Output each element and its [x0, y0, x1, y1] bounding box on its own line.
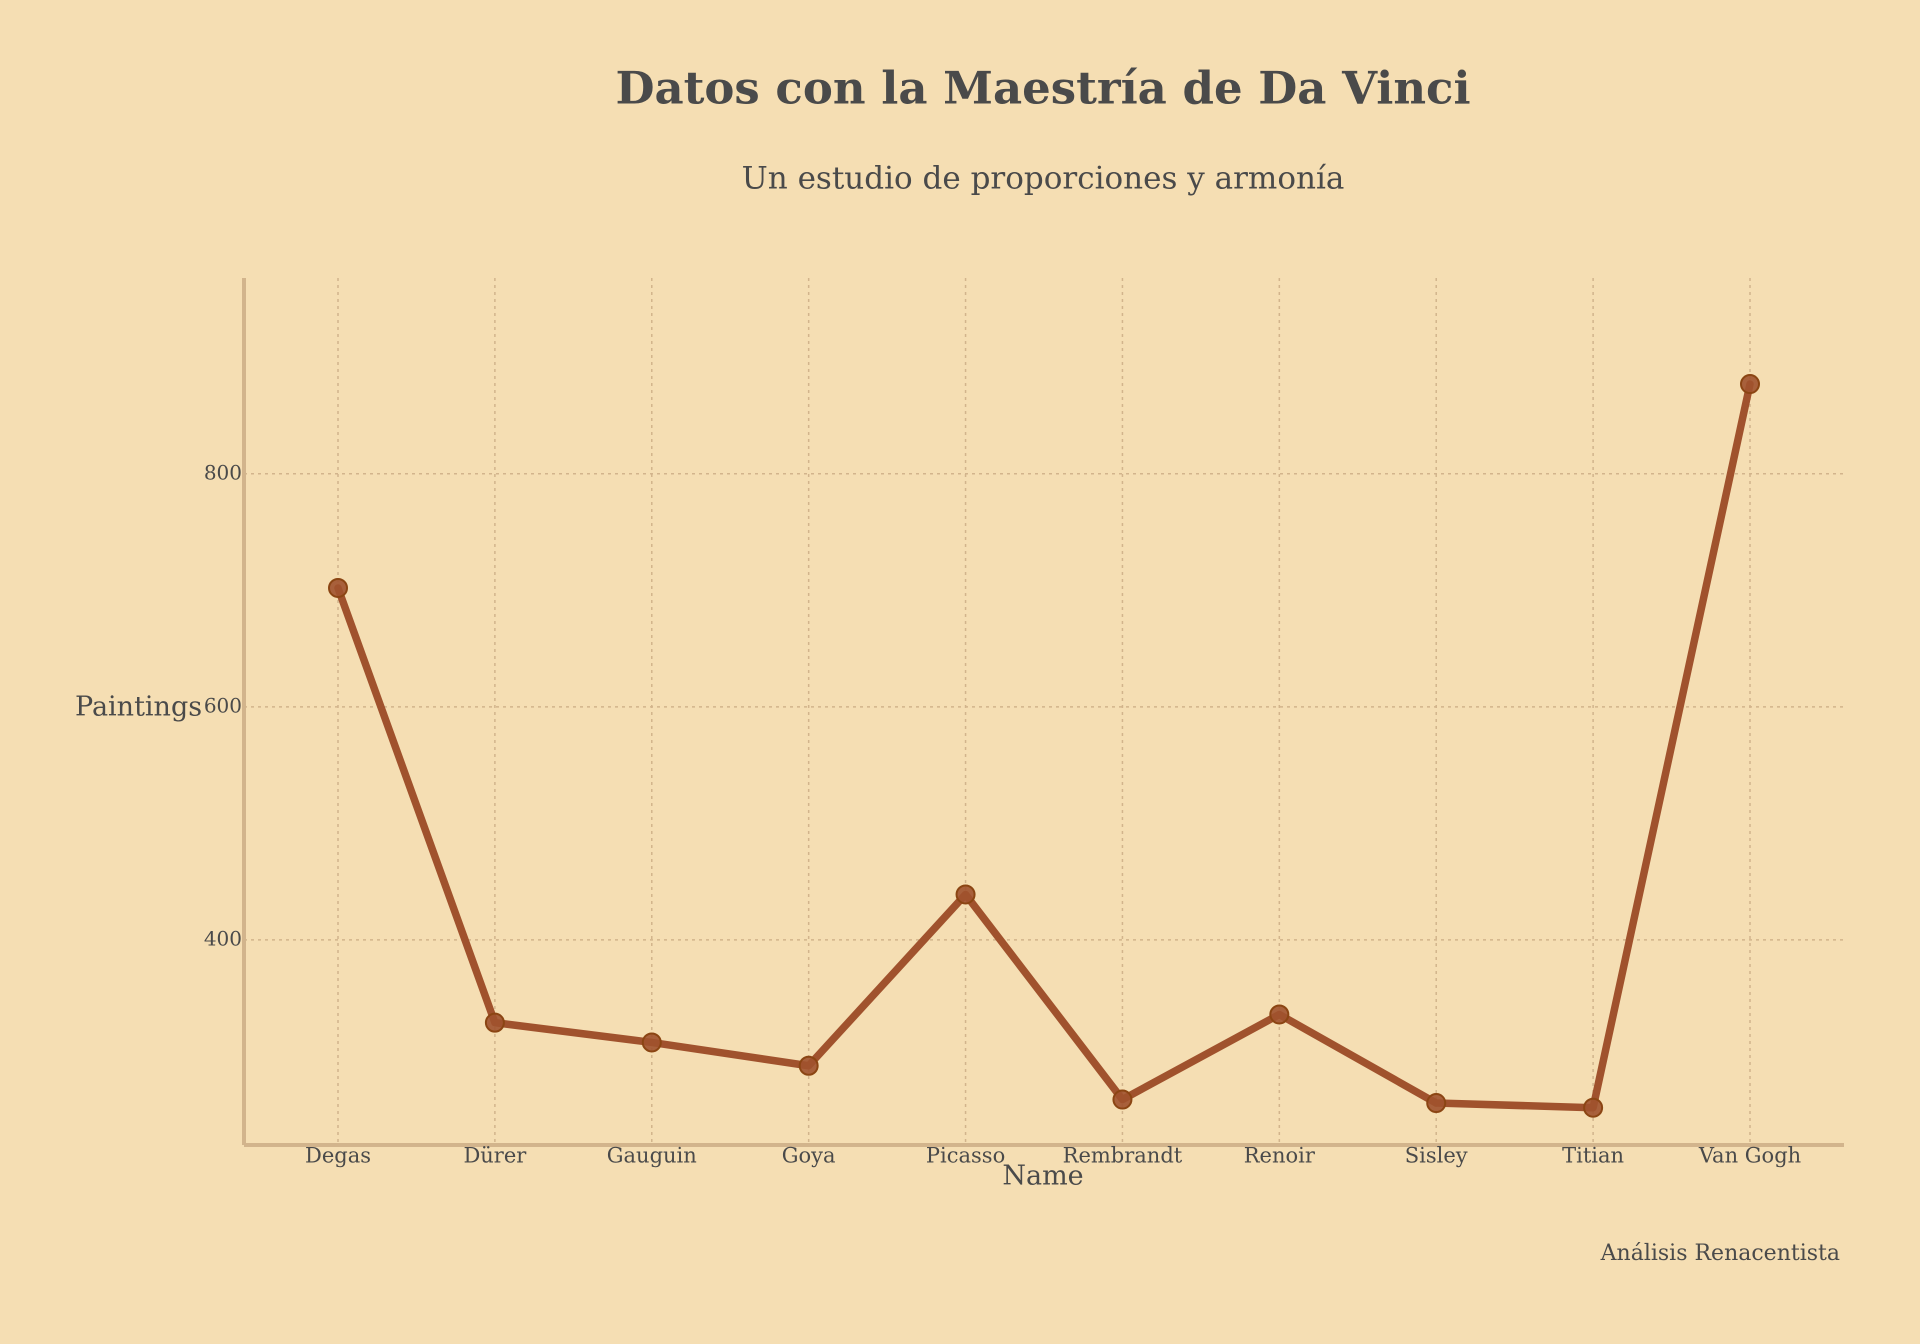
x-tick-label: Van Gogh	[1698, 1144, 1801, 1168]
marker	[1112, 1089, 1133, 1110]
marker	[798, 1055, 819, 1076]
x-axis-title: Name	[1002, 1161, 1083, 1192]
marker	[1426, 1093, 1447, 1114]
chart-title: Datos con la Maestría de Da Vinci	[615, 62, 1470, 115]
y-axis-title: Paintings	[75, 692, 202, 723]
y-tick-label: 400	[204, 926, 242, 950]
x-tick-label: Picasso	[926, 1144, 1005, 1168]
x-tick-label: Goya	[782, 1144, 836, 1168]
marker	[484, 1012, 505, 1033]
line	[334, 380, 1754, 1112]
x-tick-label: Dürer	[463, 1144, 527, 1168]
y-tick-label: 600	[204, 693, 242, 717]
x-tick-label: Renoir	[1244, 1144, 1316, 1168]
x-tick-label: Degas	[305, 1144, 371, 1168]
marker	[1583, 1097, 1604, 1118]
marker	[1740, 374, 1760, 395]
marker	[1269, 1004, 1290, 1025]
y-tick-label: 800	[204, 460, 242, 484]
x-tick-label: Rembrandt	[1063, 1144, 1183, 1168]
marker	[641, 1032, 662, 1053]
x-tick-label: Sisley	[1405, 1144, 1468, 1168]
annotation: Análisis Renacentista	[1600, 1241, 1840, 1266]
marker	[328, 577, 348, 598]
x-tick-label: Titian	[1562, 1144, 1624, 1168]
x-tick-label: Gauguin	[607, 1144, 697, 1168]
chart-subtitle: Un estudio de proporciones y armonía	[742, 161, 1345, 197]
marker	[955, 884, 976, 905]
